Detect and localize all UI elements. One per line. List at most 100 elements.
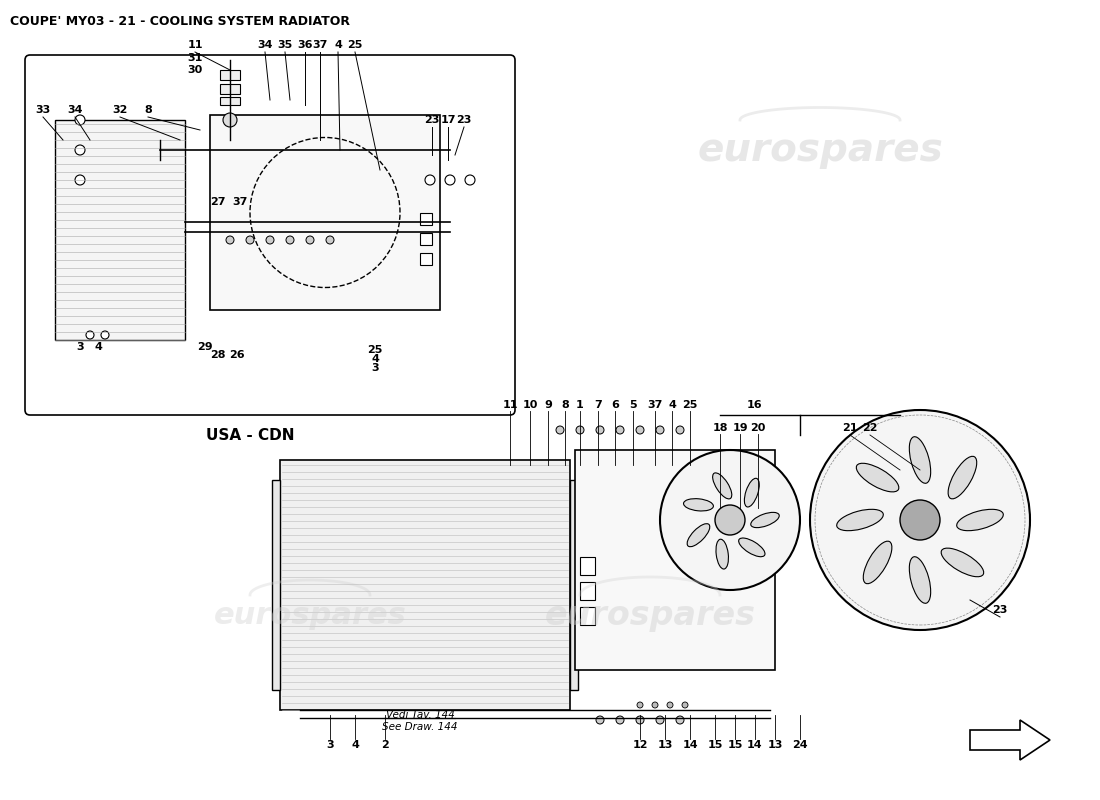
- Text: 6: 6: [612, 400, 619, 410]
- Text: 37: 37: [647, 400, 662, 410]
- Circle shape: [425, 175, 435, 185]
- Text: 15: 15: [707, 740, 723, 750]
- Circle shape: [616, 716, 624, 724]
- Circle shape: [266, 236, 274, 244]
- Text: 32: 32: [112, 105, 128, 115]
- Text: 24: 24: [792, 740, 807, 750]
- Text: 25: 25: [348, 40, 363, 50]
- Bar: [220, 97, 240, 105]
- Text: 4: 4: [371, 354, 378, 364]
- Text: 23: 23: [425, 115, 440, 125]
- Text: 3: 3: [76, 342, 84, 352]
- Circle shape: [226, 236, 234, 244]
- Text: 22: 22: [862, 423, 878, 433]
- Ellipse shape: [751, 512, 779, 528]
- Ellipse shape: [864, 541, 892, 584]
- Circle shape: [667, 702, 673, 708]
- Text: eurospares: eurospares: [697, 131, 943, 169]
- Bar: [420, 213, 432, 225]
- Text: 33: 33: [35, 105, 51, 115]
- Ellipse shape: [957, 510, 1003, 530]
- Text: 34: 34: [67, 105, 82, 115]
- Bar: [570, 480, 578, 690]
- Text: 27: 27: [210, 197, 225, 207]
- Ellipse shape: [856, 463, 899, 492]
- Circle shape: [660, 450, 800, 590]
- Text: COUPE' MY03 - 21 - COOLING SYSTEM RADIATOR: COUPE' MY03 - 21 - COOLING SYSTEM RADIAT…: [10, 15, 350, 28]
- Circle shape: [75, 115, 85, 125]
- Circle shape: [676, 716, 684, 724]
- Bar: [280, 460, 570, 710]
- Bar: [210, 115, 440, 310]
- Text: 3: 3: [327, 740, 333, 750]
- Text: 25: 25: [682, 400, 697, 410]
- Text: 13: 13: [658, 740, 673, 750]
- Circle shape: [636, 716, 644, 724]
- Text: 16: 16: [747, 400, 762, 410]
- Circle shape: [676, 426, 684, 434]
- Text: 17: 17: [440, 115, 455, 125]
- Circle shape: [556, 426, 564, 434]
- Circle shape: [596, 426, 604, 434]
- Text: 13: 13: [768, 740, 783, 750]
- Bar: [575, 450, 776, 670]
- Text: 4: 4: [351, 740, 359, 750]
- Circle shape: [810, 410, 1030, 630]
- Circle shape: [636, 426, 644, 434]
- Text: 31: 31: [187, 53, 202, 63]
- Text: 23: 23: [992, 605, 1008, 615]
- Ellipse shape: [837, 510, 883, 530]
- Ellipse shape: [910, 557, 931, 603]
- Circle shape: [101, 331, 109, 339]
- Text: 14: 14: [747, 740, 762, 750]
- Text: 26: 26: [229, 350, 245, 360]
- Text: 3: 3: [371, 363, 378, 373]
- Ellipse shape: [745, 478, 759, 507]
- Bar: [420, 233, 432, 245]
- Text: 8: 8: [561, 400, 569, 410]
- Bar: [272, 480, 280, 690]
- Text: 29: 29: [197, 342, 212, 352]
- Ellipse shape: [688, 524, 710, 546]
- Text: USA - CDN: USA - CDN: [206, 428, 295, 443]
- Text: 25: 25: [367, 345, 383, 355]
- Text: 4: 4: [95, 342, 102, 352]
- Bar: [580, 557, 595, 575]
- Text: 34: 34: [257, 40, 273, 50]
- FancyBboxPatch shape: [25, 55, 515, 415]
- Bar: [220, 70, 240, 80]
- Text: 30: 30: [187, 65, 202, 75]
- Text: 7: 7: [594, 400, 602, 410]
- Text: 36: 36: [297, 40, 312, 50]
- Circle shape: [715, 505, 745, 535]
- Text: 4: 4: [334, 40, 342, 50]
- Circle shape: [656, 426, 664, 434]
- Circle shape: [326, 236, 334, 244]
- Circle shape: [900, 500, 940, 540]
- Circle shape: [682, 702, 688, 708]
- Text: 37: 37: [232, 197, 248, 207]
- Text: 4: 4: [668, 400, 675, 410]
- Text: eurospares: eurospares: [213, 601, 406, 630]
- Circle shape: [656, 716, 664, 724]
- Text: 23: 23: [456, 115, 472, 125]
- Circle shape: [596, 716, 604, 724]
- Polygon shape: [970, 720, 1050, 760]
- Circle shape: [637, 702, 644, 708]
- Ellipse shape: [948, 456, 977, 499]
- Circle shape: [616, 426, 624, 434]
- Circle shape: [576, 426, 584, 434]
- Circle shape: [286, 236, 294, 244]
- Text: 15: 15: [727, 740, 742, 750]
- Text: 5: 5: [629, 400, 637, 410]
- Text: 35: 35: [277, 40, 293, 50]
- Text: 14: 14: [682, 740, 697, 750]
- Circle shape: [75, 145, 85, 155]
- Circle shape: [306, 236, 313, 244]
- Circle shape: [652, 702, 658, 708]
- Bar: [55, 120, 185, 340]
- Ellipse shape: [910, 437, 931, 483]
- Ellipse shape: [716, 539, 728, 569]
- Text: 28: 28: [210, 350, 225, 360]
- Bar: [420, 253, 432, 265]
